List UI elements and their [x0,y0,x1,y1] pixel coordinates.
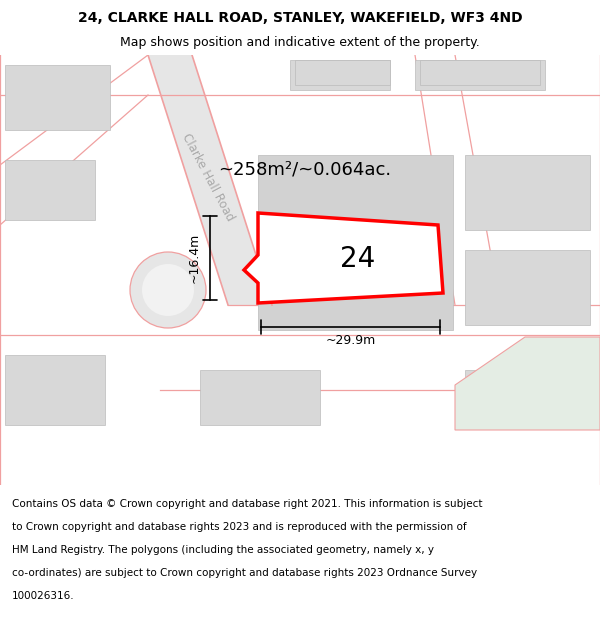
Bar [415,60,545,90]
Bar [420,60,540,85]
Polygon shape [148,55,272,305]
Text: 24: 24 [340,245,376,273]
Text: 24, CLARKE HALL ROAD, STANLEY, WAKEFIELD, WF3 4ND: 24, CLARKE HALL ROAD, STANLEY, WAKEFIELD… [77,11,523,25]
Bar [5,65,110,130]
Bar [465,370,575,425]
Polygon shape [455,337,600,430]
Circle shape [130,252,206,328]
Bar [5,160,95,220]
Text: 100026316.: 100026316. [12,591,74,601]
Bar [258,155,453,330]
Text: ~29.9m: ~29.9m [325,334,376,348]
Text: Contains OS data © Crown copyright and database right 2021. This information is : Contains OS data © Crown copyright and d… [12,499,482,509]
Text: ~16.4m: ~16.4m [187,233,200,283]
Bar [290,60,390,90]
Bar [5,355,105,425]
Polygon shape [244,213,443,303]
Text: ~258m²/~0.064ac.: ~258m²/~0.064ac. [218,161,392,179]
Text: Clarke Hall Road: Clarke Hall Road [179,131,236,223]
Bar [465,155,590,230]
Text: Map shows position and indicative extent of the property.: Map shows position and indicative extent… [120,36,480,49]
Bar [295,60,390,85]
Bar [200,370,320,425]
Text: to Crown copyright and database rights 2023 and is reproduced with the permissio: to Crown copyright and database rights 2… [12,522,467,532]
Circle shape [142,264,194,316]
Text: HM Land Registry. The polygons (including the associated geometry, namely x, y: HM Land Registry. The polygons (includin… [12,545,434,555]
Text: co-ordinates) are subject to Crown copyright and database rights 2023 Ordnance S: co-ordinates) are subject to Crown copyr… [12,568,477,578]
Bar [465,250,590,325]
